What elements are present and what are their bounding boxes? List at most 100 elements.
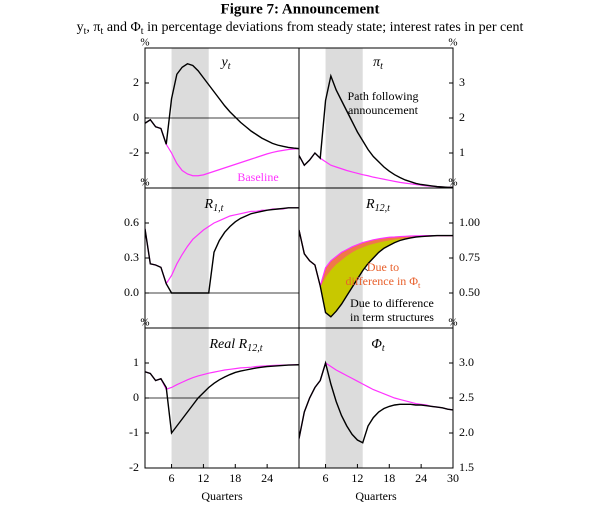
text-part: y [77, 20, 84, 35]
y-tick-label: 0.50 [459, 285, 480, 299]
x-axis-label: Quarters [201, 489, 243, 503]
panel: -2 -1 0 1% 6 12 18 24 Quarters Real R12,t [129, 317, 300, 503]
x-axis-label: Quarters [355, 489, 397, 503]
annotation: in term structures [350, 310, 434, 324]
panel-title: yt [219, 55, 230, 72]
x-tick-label: 30 [447, 471, 459, 485]
plot-area [299, 48, 453, 188]
y-tick-label: 2.5 [459, 390, 474, 404]
y-tick-label: 3.0 [459, 355, 474, 369]
subscript: t [84, 26, 87, 37]
x-tick-label: 12 [197, 471, 209, 485]
plot-area [299, 188, 453, 328]
line-series [299, 73, 453, 188]
annotation: Path following [348, 89, 419, 103]
panel-title: R12,t [365, 197, 390, 214]
line-series [145, 364, 299, 390]
y-axis-unit: % [140, 37, 149, 49]
line-series [299, 360, 453, 444]
text-part: y [219, 55, 228, 70]
x-tick-label: 24 [261, 471, 273, 485]
shaded-region [171, 188, 209, 328]
text-part: , π [86, 20, 100, 35]
annotation: Baseline [237, 170, 278, 184]
subscript: t [141, 26, 144, 37]
line-series [145, 207, 299, 294]
line-series [145, 62, 299, 150]
plot-area [299, 328, 453, 468]
y-axis-unit: % [140, 317, 149, 329]
plot-area [145, 48, 299, 188]
text-part: Φ [371, 337, 382, 352]
y-tick-label: 2 [133, 75, 139, 89]
y-tick-label: 1.00 [459, 215, 480, 229]
subscript: t [418, 280, 421, 290]
y-tick-label: 1 [133, 355, 139, 369]
x-tick-label: 6 [169, 471, 175, 485]
x-tick-label: 18 [229, 471, 241, 485]
annotation: announcement [348, 103, 419, 117]
subscript: t [101, 26, 104, 37]
y-tick-label: 3 [459, 75, 465, 89]
x-tick-label: 6 [323, 471, 329, 485]
subscript: 1,t [213, 203, 224, 214]
y-tick-label: 2.0 [459, 425, 474, 439]
y-tick-label: -1 [129, 425, 139, 439]
text-part: and Φ [103, 20, 140, 35]
text-part: Real R [208, 337, 247, 352]
figure-subtitle: yt, πt and Φt in percentage deviations f… [77, 20, 524, 37]
y-tick-label: -2 [129, 460, 139, 474]
figure-title: Figure 7: Announcement [221, 1, 380, 17]
x-tick-label: 18 [383, 471, 395, 485]
panel-title: Φt [371, 337, 385, 354]
x-tick-label: 12 [351, 471, 363, 485]
text-part: R [365, 197, 375, 212]
text-part: in percentage deviations from steady sta… [144, 20, 524, 35]
y-tick-label: -2 [129, 145, 139, 159]
plot-area [145, 188, 299, 328]
y-axis-unit: % [448, 37, 457, 49]
panel: 0.0 0.3 0.6% R1,t [124, 177, 300, 329]
y-tick-label: 0 [133, 390, 139, 404]
line-series [145, 207, 299, 286]
panel: -2 0 2% yt Baseline [129, 37, 300, 189]
annotation: Due to [367, 260, 399, 274]
area-between [299, 230, 453, 286]
y-tick-label: 0.3 [124, 250, 139, 264]
shaded-region [325, 328, 363, 468]
x-tick-label: 24 [415, 471, 427, 485]
line-series [145, 118, 299, 177]
shaded-region [325, 48, 363, 188]
annotation: difference in Φt [346, 274, 422, 290]
line-series [145, 364, 299, 435]
panel-title: R1,t [204, 197, 224, 214]
y-axis-unit: % [448, 317, 457, 329]
panel: 1.5 2.0 2.5 3.0% 6 12 18 24 30 Quarters Φt [298, 317, 474, 503]
subscript: t [380, 61, 383, 72]
panel-title: Real R12,t [208, 337, 262, 354]
y-tick-label: 0 [133, 110, 139, 124]
line-series [299, 229, 453, 318]
subscript: t [382, 343, 385, 354]
subscript: 12,t [375, 203, 391, 214]
subscript: 12,t [247, 343, 263, 354]
subscript: t [228, 61, 231, 72]
text-part: R [204, 197, 214, 212]
y-tick-label: 1.5 [459, 460, 474, 474]
y-axis-unit: % [448, 177, 457, 189]
plot-area [145, 328, 299, 468]
y-tick-label: 0.75 [459, 250, 480, 264]
y-tick-label: 0.6 [124, 215, 139, 229]
annotation: Due to difference [350, 296, 434, 310]
y-axis-unit: % [140, 177, 149, 189]
panel-title: πt [373, 55, 383, 72]
text-part: difference in Φ [346, 274, 419, 288]
area-between [299, 230, 453, 317]
y-tick-label: 2 [459, 110, 465, 124]
text-part: π [373, 55, 381, 70]
y-tick-label: 0.0 [124, 285, 139, 299]
y-tick-label: 1 [459, 145, 465, 159]
